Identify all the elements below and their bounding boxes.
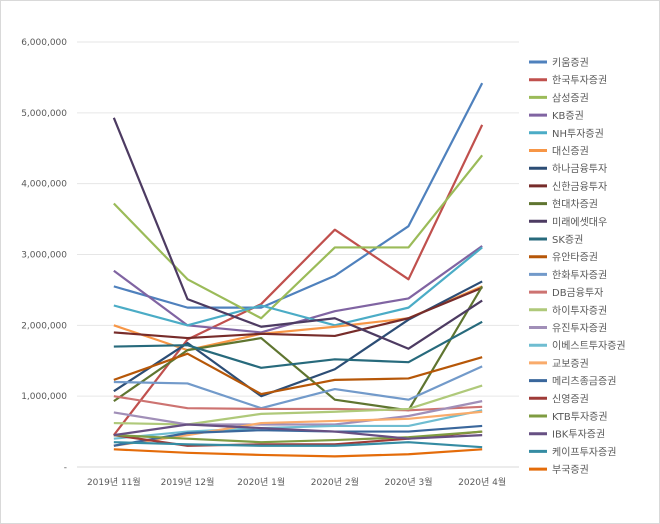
series-line-9 <box>112 117 483 350</box>
series-line-5 <box>113 285 483 352</box>
series-line-13 <box>113 395 483 412</box>
legend-label: 유안타증권 <box>552 252 598 264</box>
legend-label: 신영증권 <box>552 393 589 405</box>
series-line-17 <box>113 410 483 447</box>
legend-label: NH투자증권 <box>552 128 604 140</box>
y-tick-label: 4,000,000 <box>21 180 67 190</box>
legend-label: 삼성증권 <box>552 92 589 104</box>
legend-label: 한화투자증권 <box>552 269 607 281</box>
legend-label: 유진투자증권 <box>552 323 607 335</box>
series-line-15 <box>113 400 483 426</box>
x-tick-label: 2019년 12월 <box>161 476 215 488</box>
y-tick-label: 2,000,000 <box>21 321 67 331</box>
legend-label: 하이투자증권 <box>552 304 607 317</box>
legend-label: 이베스트투자증권 <box>552 340 626 352</box>
legend-label: DB금융투자 <box>552 287 603 299</box>
legend-label: 부국증권 <box>552 464 589 476</box>
legend-label: 현대차증권 <box>552 199 598 211</box>
legend-label: 신한금융투자 <box>552 181 607 193</box>
y-tick-label: 5,000,000 <box>21 109 67 119</box>
series-line-20 <box>113 430 483 444</box>
legend-label: 교보증권 <box>552 358 589 370</box>
series-line-14 <box>113 384 483 426</box>
x-tick-label: 2020년 1월 <box>237 476 285 488</box>
legend-label: KTB투자증권 <box>552 411 608 423</box>
series-line-22 <box>113 441 483 449</box>
y-tick-label: 6,000,000 <box>21 38 67 48</box>
series-line-12 <box>113 365 483 410</box>
legend-label: 메리츠종금증권 <box>552 376 616 388</box>
legend-label: 키움증권 <box>552 57 589 69</box>
series-line-7 <box>113 286 483 340</box>
y-tick-label: - <box>64 463 67 473</box>
series-line-21 <box>113 423 483 440</box>
y-tick-label: 1,000,000 <box>21 392 67 402</box>
series-line-10 <box>113 320 483 369</box>
series-line-0 <box>113 82 484 309</box>
legend-label: 미래에셋대우 <box>552 216 607 228</box>
series-line-23 <box>113 448 483 458</box>
legend-label: KB증권 <box>552 110 584 122</box>
legend-label: 하나금융투자 <box>552 162 607 175</box>
x-tick-label: 2020년 4월 <box>458 476 506 488</box>
y-tick-label: 3,000,000 <box>21 251 67 261</box>
x-tick-label: 2019년 11월 <box>87 476 141 488</box>
legend-label: SK증권 <box>552 234 583 246</box>
legend-label: 대신증권 <box>552 146 589 158</box>
legend-label: IBK투자증권 <box>552 429 605 441</box>
series-line-11 <box>113 352 483 396</box>
series-line-4 <box>113 246 483 327</box>
legend-label: 케이프투자증권 <box>552 446 616 458</box>
legend-label: 한국투자증권 <box>552 75 607 87</box>
series-line-1 <box>112 124 484 436</box>
x-tick-label: 2020년 3월 <box>384 476 432 488</box>
series-line-16 <box>113 409 483 440</box>
x-tick-label: 2020년 2월 <box>311 476 359 488</box>
